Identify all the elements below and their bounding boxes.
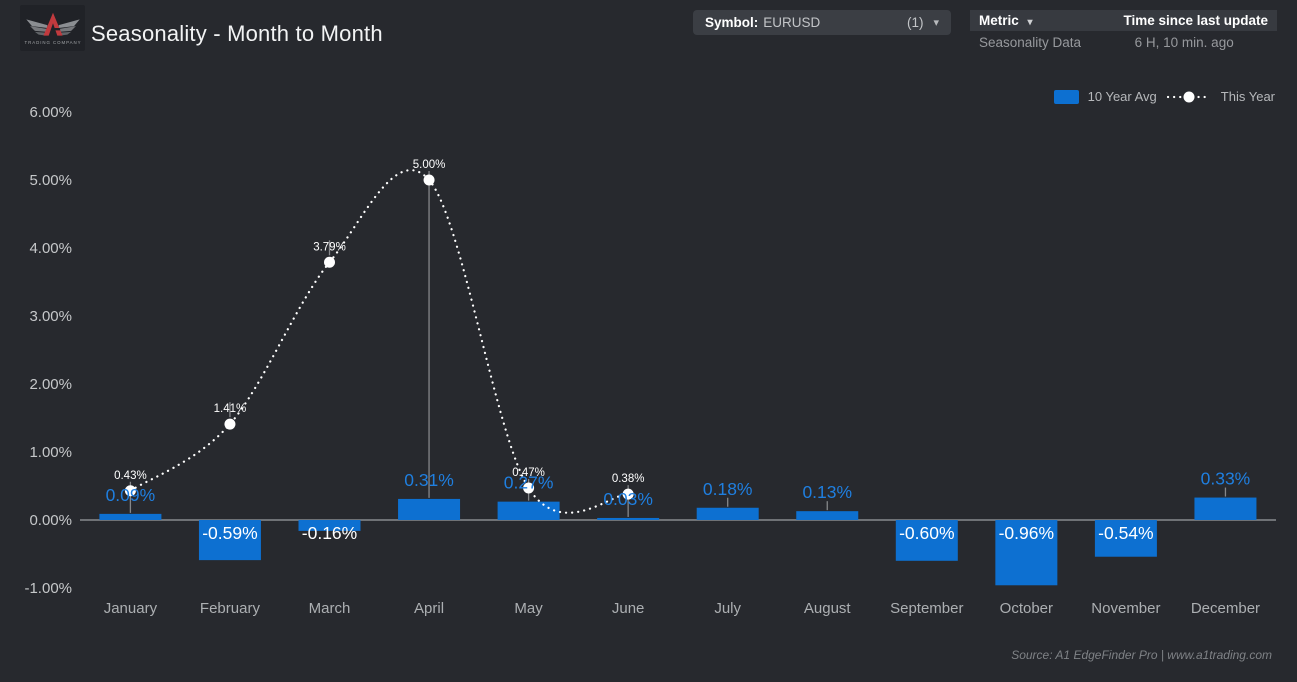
bar-june[interactable] bbox=[597, 517, 660, 520]
bar-january[interactable] bbox=[99, 513, 162, 520]
metric-name: Seasonality Data bbox=[979, 35, 1082, 50]
y-axis-tick: 4.00% bbox=[29, 240, 72, 257]
x-axis-tick-october: October bbox=[1000, 600, 1053, 617]
x-axis-tick-december: December bbox=[1191, 600, 1260, 617]
bar-may[interactable] bbox=[497, 501, 560, 520]
bar-value-label: 0.31% bbox=[404, 470, 454, 490]
bar-july[interactable] bbox=[696, 507, 759, 520]
bar-september[interactable] bbox=[895, 520, 958, 561]
line-value-label: 5.00% bbox=[413, 159, 446, 171]
bar-value-label: 0.18% bbox=[703, 479, 753, 499]
line-value-label: 0.43% bbox=[114, 470, 147, 482]
y-axis-tick: 6.00% bbox=[29, 104, 72, 121]
x-axis-tick-september: September bbox=[890, 600, 963, 617]
metric-update-time: 6 H, 10 min. ago bbox=[1134, 35, 1234, 50]
y-axis-tick: 0.00% bbox=[29, 512, 72, 529]
bar-august[interactable] bbox=[796, 511, 859, 520]
x-axis-tick-march: March bbox=[309, 600, 351, 617]
point-march[interactable] bbox=[324, 256, 335, 268]
y-axis-tick: 2.00% bbox=[29, 376, 72, 393]
bar-october[interactable] bbox=[995, 520, 1058, 586]
bar-march[interactable] bbox=[298, 520, 361, 531]
bar-february[interactable] bbox=[198, 520, 261, 561]
metric-header-label: Metric bbox=[979, 13, 1019, 28]
line-value-label: 0.38% bbox=[612, 473, 645, 485]
bar-december[interactable] bbox=[1194, 497, 1257, 520]
x-axis-tick-january: January bbox=[104, 600, 158, 617]
x-axis-tick-july: July bbox=[714, 600, 741, 617]
x-axis-tick-june: June bbox=[612, 600, 645, 617]
metric-table: Metric ▾ Time since last update Seasonal… bbox=[970, 10, 1277, 54]
symbol-count: (1) bbox=[906, 15, 924, 30]
x-axis-tick-november: November bbox=[1091, 600, 1160, 617]
point-june[interactable] bbox=[622, 488, 634, 500]
metric-table-header: Metric ▾ Time since last update bbox=[970, 10, 1277, 31]
chevron-down-icon: ▾ bbox=[933, 17, 939, 29]
bar-november[interactable] bbox=[1094, 520, 1157, 557]
time-column-header[interactable]: Time since last update bbox=[1123, 13, 1268, 28]
y-axis-tick: 5.00% bbox=[29, 172, 72, 189]
logo-wordmark: TRADING COMPANY bbox=[24, 40, 81, 45]
x-axis-tick-august: August bbox=[804, 600, 852, 617]
this-year-line bbox=[129, 169, 630, 514]
brand-logo: TRADING COMPANY bbox=[20, 5, 85, 51]
symbol-label: Symbol: bbox=[705, 15, 759, 30]
legend-item-line[interactable]: This Year bbox=[1220, 89, 1275, 104]
point-april[interactable] bbox=[423, 174, 435, 186]
y-axis-tick: -1.00% bbox=[24, 580, 72, 597]
point-may[interactable] bbox=[523, 482, 535, 494]
bar-value-label: 0.33% bbox=[1201, 469, 1251, 489]
metric-column-header[interactable]: Metric ▾ bbox=[979, 13, 1033, 28]
a1-trading-logo-icon: TRADING COMPANY bbox=[24, 12, 81, 45]
bar-april[interactable] bbox=[398, 498, 461, 520]
point-january[interactable] bbox=[124, 485, 136, 497]
page-title: Seasonality - Month to Month bbox=[91, 21, 383, 46]
sort-caret-icon: ▾ bbox=[1027, 17, 1033, 28]
legend-item-bar[interactable]: 10 Year Avg bbox=[1087, 89, 1157, 104]
source-attribution: Source: A1 EdgeFinder Pro | www.a1tradin… bbox=[1011, 648, 1272, 662]
line-value-label: 3.79% bbox=[313, 241, 346, 253]
bar-series-swatch bbox=[1053, 89, 1079, 104]
y-axis-tick: 3.00% bbox=[29, 308, 72, 325]
chart-legend: 10 Year Avg This Year bbox=[1053, 89, 1275, 104]
x-axis-tick-february: February bbox=[200, 600, 261, 617]
line-value-label: 1.41% bbox=[214, 403, 247, 415]
line-series-swatch-icon bbox=[1166, 91, 1211, 102]
point-february[interactable] bbox=[224, 418, 236, 430]
bar-value-label: 0.13% bbox=[802, 482, 852, 502]
metric-table-row: Seasonality Data 6 H, 10 min. ago bbox=[970, 31, 1277, 54]
symbol-value: EURUSD bbox=[763, 15, 821, 30]
line-value-label: 0.47% bbox=[512, 467, 545, 479]
x-axis-tick-april: April bbox=[414, 600, 444, 617]
y-axis-tick: 1.00% bbox=[29, 444, 72, 461]
symbol-selector[interactable]: Symbol: EURUSD (1) ▾ bbox=[693, 10, 951, 35]
x-axis-tick-may: May bbox=[514, 600, 543, 617]
